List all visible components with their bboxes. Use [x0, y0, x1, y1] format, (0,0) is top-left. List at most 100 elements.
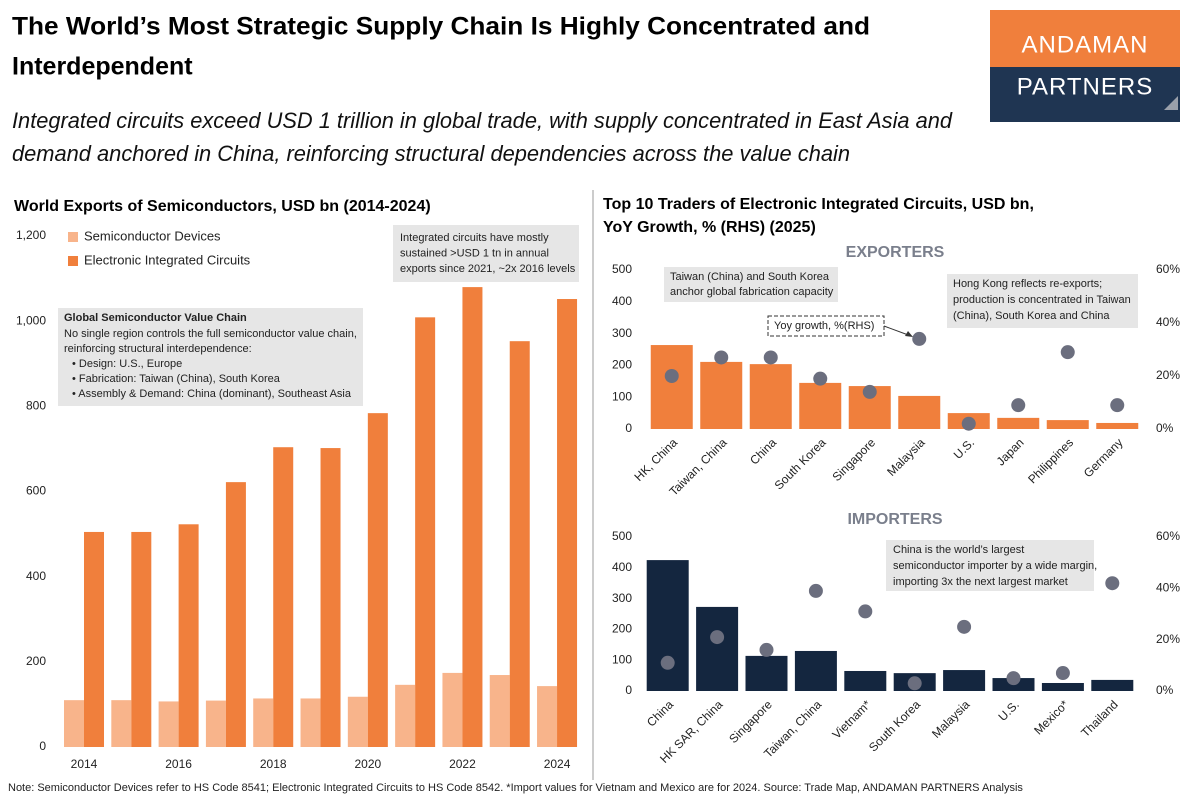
y-tick-label: 200 — [612, 622, 632, 636]
logo-text: PARTNERS — [1017, 73, 1153, 100]
growth-dot — [912, 331, 927, 346]
bar — [943, 670, 986, 691]
annotation-box — [947, 274, 1138, 328]
y-tick-label: 0 — [625, 683, 632, 697]
y2-tick-label: 0% — [1156, 421, 1174, 435]
annotation-text: • Assembly & Demand: China (dominant), S… — [72, 388, 352, 400]
subtitle: Integrated circuits exceed USD 1 trillio… — [12, 108, 953, 133]
bar — [205, 700, 226, 747]
growth-dot — [1011, 398, 1026, 413]
y2-tick-label: 60% — [1156, 262, 1180, 276]
annotation-box — [886, 540, 1094, 591]
bar — [395, 684, 416, 747]
annotation-text: • Fabrication: Taiwan (China), South Kor… — [72, 373, 281, 385]
bar — [745, 655, 788, 691]
x-tick-label: Germany — [1081, 435, 1126, 480]
annotation-title: Global Semiconductor Value Chain — [64, 312, 247, 324]
y-tick-label: 0 — [39, 739, 46, 753]
title: Interdependent — [12, 53, 193, 81]
growth-dot — [1110, 398, 1125, 413]
annotation-box — [664, 267, 838, 302]
bar — [415, 317, 436, 747]
y-tick-label: 1,200 — [16, 228, 46, 242]
x-tick-label: Vietnam* — [829, 697, 873, 741]
bar — [462, 287, 483, 747]
x-tick-label: China — [747, 435, 779, 467]
bar — [749, 364, 792, 429]
y-tick-label: 400 — [26, 569, 46, 583]
logo-icon — [1164, 96, 1178, 110]
y-tick-label: 800 — [26, 399, 46, 413]
y-tick-label: 400 — [612, 560, 632, 574]
bar — [844, 670, 887, 691]
chart-title: Top 10 Traders of Electronic Integrated … — [603, 196, 1034, 213]
y-tick-label: 600 — [26, 484, 46, 498]
bar — [997, 417, 1040, 429]
growth-dot — [1006, 671, 1021, 686]
x-tick-label: Singapore — [726, 697, 775, 746]
annotation-text: production is concentrated in Taiwan — [953, 294, 1131, 306]
growth-dot — [808, 583, 823, 598]
bar — [225, 482, 246, 747]
annotation-text: • Design: U.S., Europe — [72, 358, 182, 370]
bar — [320, 448, 341, 747]
x-tick-label: Malaysia — [884, 435, 928, 479]
footer-note: Note: Semiconductor Devices refer to HS … — [8, 782, 1023, 794]
bar — [509, 341, 530, 747]
chart-title: YoY Growth, % (RHS) (2025) — [603, 219, 816, 236]
legend-label: Semiconductor Devices — [84, 228, 221, 243]
chart-subtitle: EXPORTERS — [846, 244, 945, 261]
x-tick-label: Philippines — [1025, 435, 1076, 486]
x-tick-label: Singapore — [830, 435, 879, 484]
logo-top — [990, 10, 1180, 67]
x-tick-label: HK, China — [632, 435, 681, 484]
chart-subtitle: IMPORTERS — [847, 511, 942, 528]
growth-dot — [858, 604, 873, 619]
logo-text: ANDAMAN — [1021, 31, 1148, 58]
bar — [273, 447, 294, 747]
x-tick-label: Thailand — [1078, 697, 1120, 739]
growth-dot — [710, 630, 725, 645]
growth-dot — [1060, 345, 1075, 360]
bar — [650, 345, 693, 429]
annotation-box — [393, 225, 579, 282]
bar — [347, 696, 368, 747]
bar — [300, 698, 321, 747]
y2-tick-label: 20% — [1156, 368, 1180, 382]
y2-tick-label: 20% — [1156, 632, 1180, 646]
y-tick-label: 300 — [612, 591, 632, 605]
growth-dot — [1055, 666, 1070, 681]
y-tick-label: 300 — [612, 326, 632, 340]
growth-dot — [907, 676, 922, 691]
bar — [158, 701, 179, 747]
x-tick-label: 2020 — [354, 757, 381, 771]
x-tick-label: China — [644, 697, 676, 729]
bar — [1041, 682, 1084, 691]
title: The World’s Most Strategic Supply Chain … — [12, 13, 870, 41]
growth-dot — [957, 619, 972, 634]
y-tick-label: 200 — [612, 358, 632, 372]
bar — [64, 700, 85, 747]
annotation-text: Hong Kong reflects re-exports; — [953, 278, 1102, 290]
bar — [557, 299, 578, 747]
growth-dot — [862, 384, 877, 399]
growth-dot — [961, 416, 976, 431]
annotation-text: (China), South Korea and China — [953, 310, 1110, 322]
series-label: Yoy growth, %(RHS) — [774, 320, 874, 332]
x-tick-label: U.S. — [995, 697, 1021, 723]
chart-title: World Exports of Semiconductors, USD bn … — [14, 198, 431, 215]
annotation-text: semiconductor importer by a wide margin, — [893, 560, 1097, 572]
y-tick-label: 500 — [612, 262, 632, 276]
annotation-text: Taiwan (China) and South Korea — [670, 271, 830, 283]
x-tick-label: U.S. — [951, 435, 977, 461]
y-tick-label: 100 — [612, 652, 632, 666]
y-tick-label: 500 — [612, 529, 632, 543]
x-tick-label: Mexico* — [1031, 697, 1071, 737]
annotation-text: Integrated circuits have mostly — [400, 232, 549, 244]
bar — [898, 395, 941, 429]
bar — [1096, 422, 1139, 429]
y-tick-label: 1,000 — [16, 313, 46, 327]
subtitle: demand anchored in China, reinforcing st… — [12, 141, 850, 166]
bar — [794, 650, 837, 691]
